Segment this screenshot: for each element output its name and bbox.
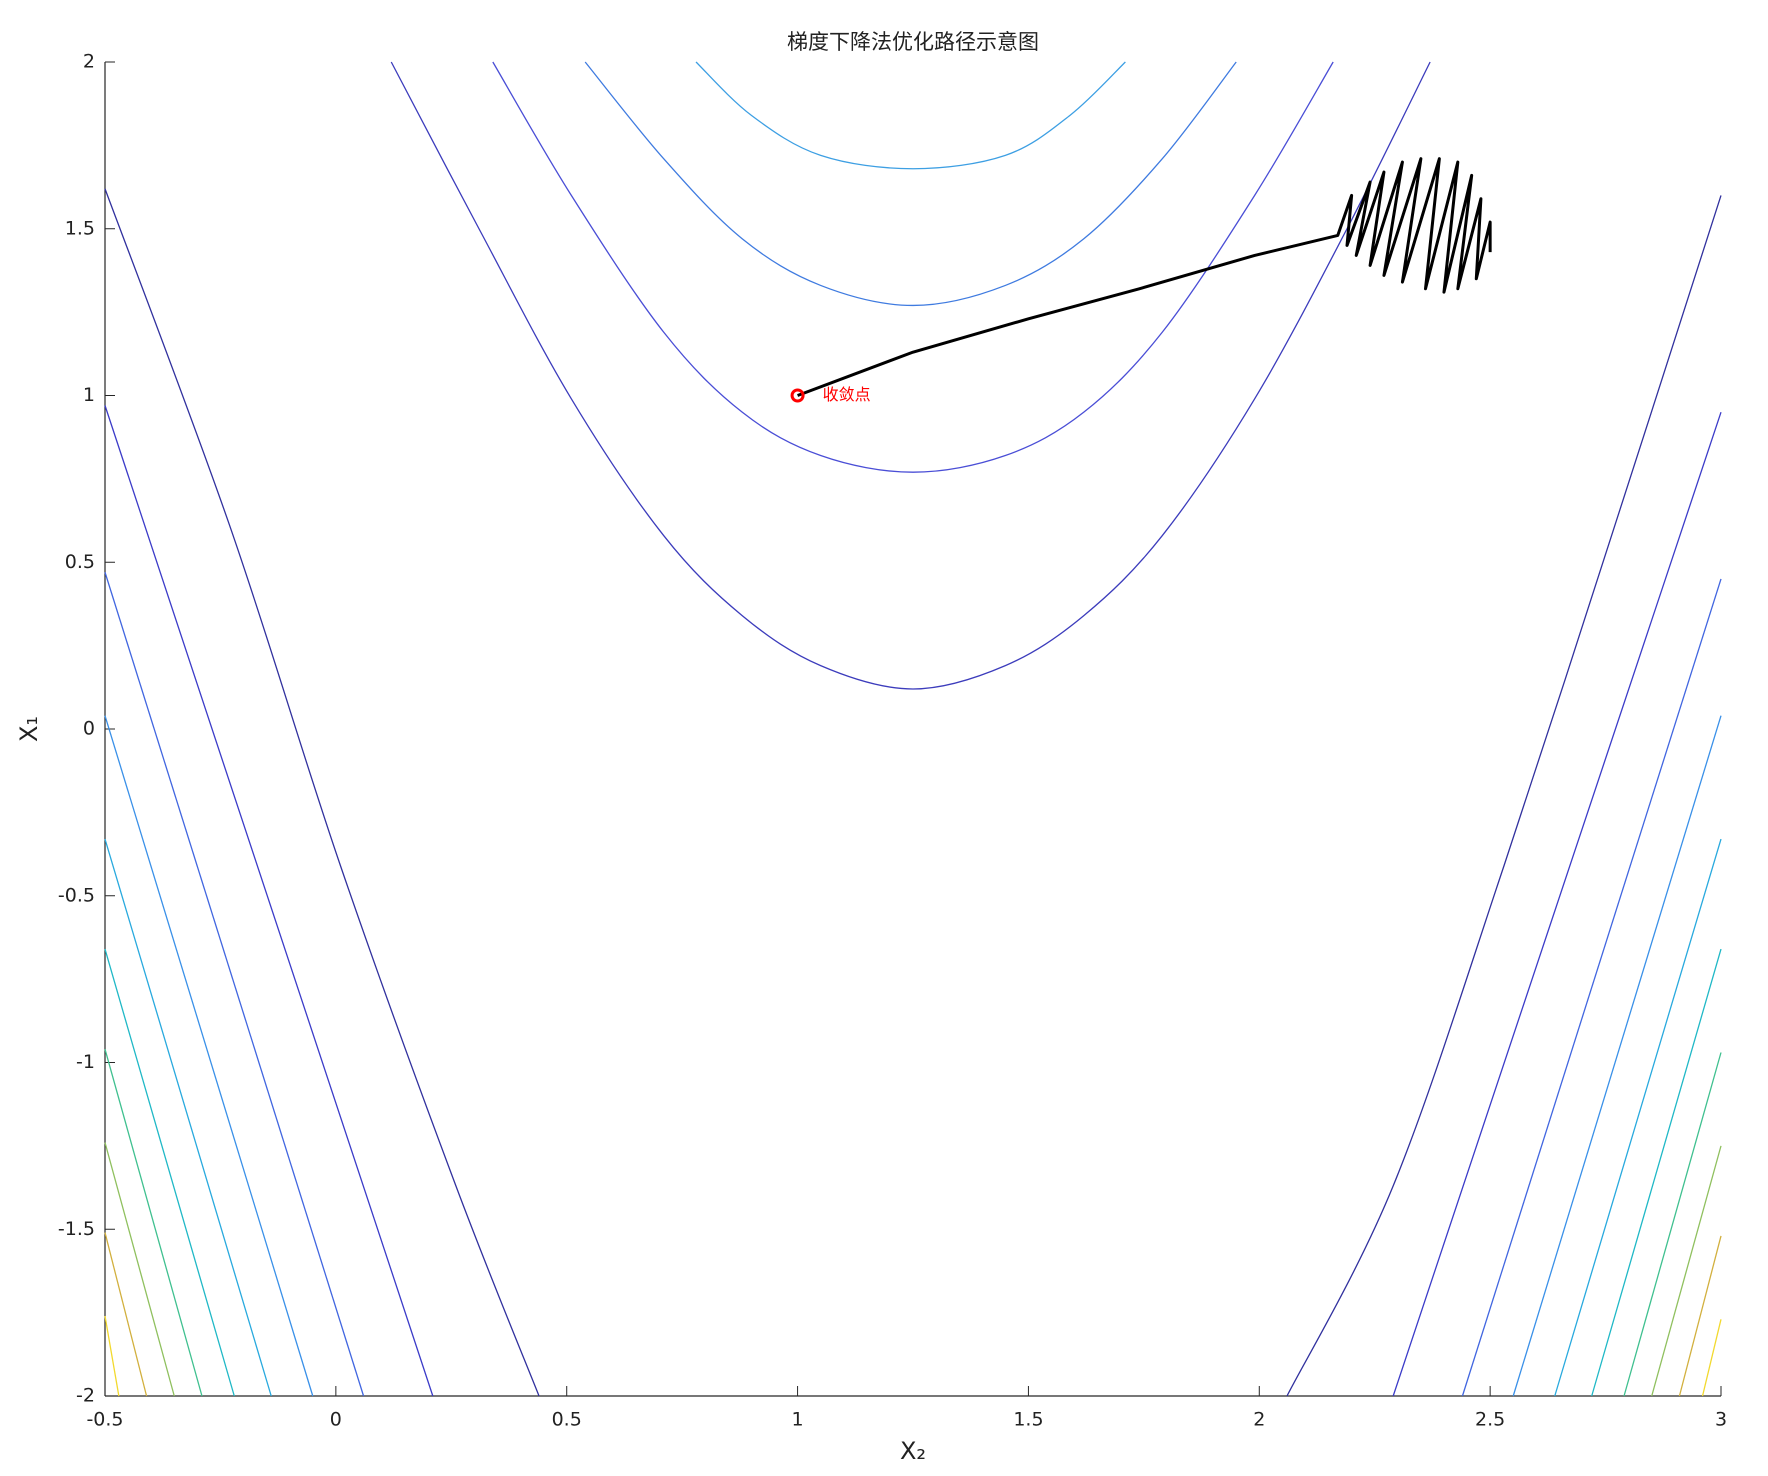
y-tick-label: -1 [76,1051,95,1073]
contour-line [104,405,434,1397]
contour-line [104,1315,120,1397]
contour-line [1701,1319,1722,1397]
y-tick-label: -1.5 [58,1218,95,1240]
contour-line [104,1232,148,1397]
x-tick-label: 2 [1253,1409,1265,1431]
contour-line [1651,1145,1722,1397]
y-axis-label: X₁ [15,716,43,742]
contour-line [390,61,1431,690]
contour-line [104,715,314,1397]
descent-path [797,157,1492,397]
y-tick-label: 1.5 [65,217,95,239]
convergence-marker [790,388,805,403]
y-tick-label: 0.5 [65,551,95,573]
contour-line [584,61,1237,307]
y-tick-label: -0.5 [58,884,95,906]
contour-line [1461,578,1722,1397]
contour-line [695,61,1126,170]
y-tick-label: -2 [76,1385,95,1407]
convergence-label: 收敛点 [823,385,871,404]
contour-line [1286,195,1722,1397]
contour-line [104,188,540,1397]
y-tick-label: 1 [83,384,95,406]
x-tick-label: 2.5 [1475,1409,1505,1431]
chart-title: 梯度下降法优化路径示意图 [787,30,1039,54]
x-tick-label: 0 [330,1409,342,1431]
x-tick-label: 1 [792,1409,804,1431]
x-axis-label: X₂ [900,1437,926,1465]
x-tick-label: 0.5 [552,1409,582,1431]
contour-line [104,1048,203,1397]
contour-line [104,572,365,1397]
contour-line [104,948,235,1397]
contour-line [1623,1052,1722,1397]
y-tick-label: 0 [83,718,95,740]
x-tick-label: 1.5 [1013,1409,1043,1431]
contour-line [1678,1235,1722,1397]
contour-line [1512,715,1722,1397]
x-tick-label: -0.5 [86,1409,123,1431]
y-tick-label: 2 [83,51,95,73]
x-tick-label: 3 [1715,1409,1727,1431]
contour-line [1554,838,1722,1397]
contour-line [1392,411,1722,1397]
contour-line [104,1142,175,1397]
contour-line [492,61,1334,473]
contour-line [104,838,272,1397]
contour-line [1591,948,1722,1397]
